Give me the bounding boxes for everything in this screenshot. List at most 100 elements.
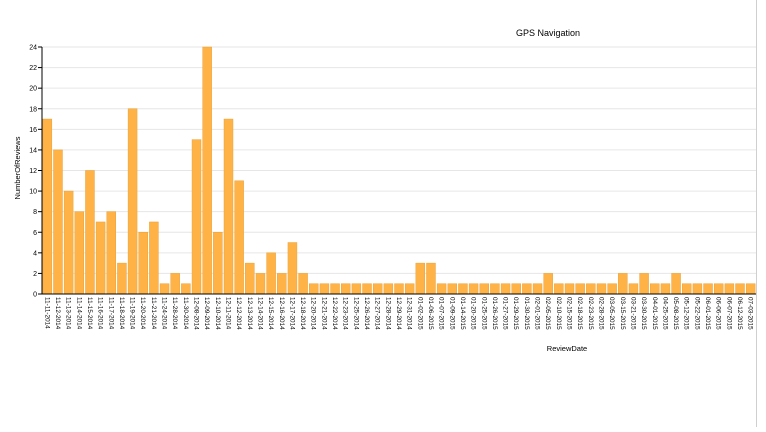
bar-06-07-2015[interactable] bbox=[724, 283, 735, 295]
bar-01-27-2015[interactable] bbox=[500, 283, 511, 295]
x-tick-label: 12-21-2014 bbox=[320, 297, 327, 330]
x-tick-label: 02-15-2015 bbox=[566, 297, 573, 330]
x-tick-label: 12-22-2014 bbox=[331, 297, 338, 330]
y-tick-label: 22 bbox=[29, 65, 37, 72]
bar-12-31-2014[interactable] bbox=[404, 283, 415, 295]
bar-11-20-2014[interactable] bbox=[138, 232, 148, 295]
x-tick-label: 03-30-2015 bbox=[640, 297, 647, 330]
bar-02-28-2015[interactable] bbox=[596, 283, 607, 295]
bar-06-12-2015[interactable] bbox=[735, 283, 745, 295]
x-tick-label: 12-13-2014 bbox=[246, 297, 253, 330]
bar-12-15-2014[interactable] bbox=[266, 252, 276, 295]
bar-12-21-2014[interactable] bbox=[319, 283, 330, 295]
panel-edge bbox=[756, 0, 757, 427]
x-tick-label: 07-03-2015 bbox=[747, 297, 754, 330]
bar-11-24-2014[interactable] bbox=[159, 283, 170, 295]
y-tick-label: 12 bbox=[29, 168, 37, 175]
x-tick-label: 11-28-2014 bbox=[171, 297, 178, 330]
bar-06-01-2015[interactable] bbox=[703, 283, 713, 295]
bar-12-22-2014[interactable] bbox=[330, 283, 340, 295]
bar-02-05-2015[interactable] bbox=[543, 273, 553, 295]
y-tick-label: 4 bbox=[33, 250, 37, 257]
bar-02-18-2015[interactable] bbox=[575, 283, 585, 295]
bar-11-14-2014[interactable] bbox=[74, 211, 85, 295]
bar-12-27-2014[interactable] bbox=[372, 283, 383, 295]
bar-07-03-2015[interactable] bbox=[745, 283, 756, 295]
bar-12-13-2014[interactable] bbox=[245, 262, 255, 295]
x-tick-label: 11-24-2014 bbox=[161, 297, 168, 330]
x-tick-label: 11-20-2014 bbox=[139, 297, 146, 330]
bar-02-15-2015[interactable] bbox=[564, 283, 575, 295]
bar-11-18-2014[interactable] bbox=[117, 262, 127, 295]
bar-01-26-2015[interactable] bbox=[490, 283, 500, 295]
y-tick-label: 2 bbox=[33, 271, 37, 278]
bar-03-30-2015[interactable] bbox=[639, 273, 649, 295]
bar-12-18-2014[interactable] bbox=[298, 273, 308, 295]
x-tick-label: 05-08-2015 bbox=[672, 297, 679, 330]
bar-01-02-2015[interactable] bbox=[415, 262, 426, 295]
x-tick-label: 01-07-2015 bbox=[438, 297, 445, 330]
bar-03-21-2015[interactable] bbox=[628, 283, 639, 295]
bar-01-07-2015[interactable] bbox=[436, 283, 447, 295]
bar-04-01-2015[interactable] bbox=[650, 283, 660, 295]
x-tick-label: 11-15-2014 bbox=[86, 297, 93, 330]
bar-12-20-2014[interactable] bbox=[309, 283, 319, 295]
y-axis-label: NumberOfReviews bbox=[13, 136, 22, 199]
bar-12-23-2014[interactable] bbox=[340, 283, 351, 295]
bar-11-21-2014[interactable] bbox=[149, 221, 159, 295]
bar-12-12-2014[interactable] bbox=[234, 180, 244, 295]
bar-05-08-2015[interactable] bbox=[671, 273, 681, 295]
bar-12-16-2014[interactable] bbox=[277, 273, 287, 295]
x-tick-label: 05-22-2015 bbox=[693, 297, 700, 330]
x-tick-label: 11-11-2014 bbox=[43, 297, 50, 329]
bar-12-10-2014[interactable] bbox=[213, 232, 223, 295]
x-tick-label: 02-10-2015 bbox=[555, 297, 562, 330]
bar-02-01-2015[interactable] bbox=[532, 283, 543, 295]
bar-12-11-2014[interactable] bbox=[223, 118, 234, 295]
bar-11-17-2014[interactable] bbox=[106, 211, 116, 295]
y-tick-label: 16 bbox=[29, 127, 37, 134]
bar-11-13-2014[interactable] bbox=[63, 190, 74, 295]
y-tick-label: 10 bbox=[29, 189, 37, 196]
bar-11-16-2014[interactable] bbox=[95, 221, 106, 295]
x-tick-label: 11-18-2014 bbox=[118, 297, 125, 330]
bar-12-17-2014[interactable] bbox=[287, 242, 298, 295]
bar-12-26-2014[interactable] bbox=[362, 283, 372, 295]
bar-12-14-2014[interactable] bbox=[255, 273, 266, 295]
bar-11-19-2014[interactable] bbox=[127, 108, 138, 295]
x-tick-label: 03-05-2015 bbox=[608, 297, 615, 330]
x-tick-label: 01-20-2015 bbox=[470, 297, 477, 330]
x-tick-label: 02-05-2015 bbox=[544, 297, 551, 330]
bar-04-25-2015[interactable] bbox=[660, 283, 671, 295]
bar-02-10-2015[interactable] bbox=[554, 283, 564, 295]
bar-01-09-2015[interactable] bbox=[447, 283, 458, 295]
bar-01-30-2015[interactable] bbox=[522, 283, 532, 295]
bar-12-29-2014[interactable] bbox=[394, 283, 404, 295]
bar-12-28-2014[interactable] bbox=[383, 283, 394, 295]
bar-03-05-2015[interactable] bbox=[607, 283, 617, 295]
bar-05-22-2015[interactable] bbox=[692, 283, 703, 295]
bar-06-06-2015[interactable] bbox=[713, 283, 724, 295]
bar-01-20-2015[interactable] bbox=[468, 283, 479, 295]
bar-01-14-2015[interactable] bbox=[458, 283, 468, 295]
bar-11-11-2014[interactable] bbox=[42, 118, 53, 295]
bar-01-25-2015[interactable] bbox=[479, 283, 489, 295]
x-tick-label: 12-09-2014 bbox=[203, 297, 210, 330]
bar-05-12-2015[interactable] bbox=[682, 283, 692, 295]
x-tick-label: 03-21-2015 bbox=[629, 297, 636, 330]
bar-12-08-2014[interactable] bbox=[191, 139, 202, 295]
bar-01-29-2015[interactable] bbox=[511, 283, 521, 295]
bar-12-09-2014[interactable] bbox=[202, 46, 212, 295]
bar-03-15-2015[interactable] bbox=[618, 273, 628, 295]
x-tick-label: 12-17-2014 bbox=[288, 297, 295, 330]
bar-11-28-2014[interactable] bbox=[170, 273, 180, 295]
bar-12-25-2014[interactable] bbox=[351, 283, 362, 295]
bar-11-15-2014[interactable] bbox=[85, 170, 95, 295]
x-tick-label: 12-12-2014 bbox=[235, 297, 242, 330]
x-tick-label: 12-11-2014 bbox=[224, 297, 231, 330]
bar-01-06-2015[interactable] bbox=[426, 262, 436, 295]
bar-02-23-2015[interactable] bbox=[586, 283, 596, 295]
y-tick-label: 0 bbox=[33, 292, 37, 299]
bar-11-30-2014[interactable] bbox=[181, 283, 191, 295]
bar-11-12-2014[interactable] bbox=[53, 149, 63, 295]
